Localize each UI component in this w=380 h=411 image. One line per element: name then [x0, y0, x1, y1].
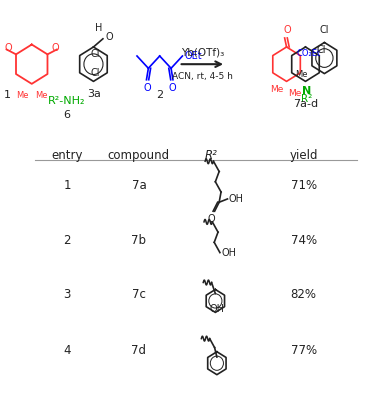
Text: Me: Me — [288, 89, 302, 98]
Text: 2: 2 — [156, 90, 163, 100]
Text: 7a: 7a — [131, 179, 146, 192]
Text: R²: R² — [301, 94, 312, 104]
Text: Cl: Cl — [91, 48, 100, 58]
Text: 3a: 3a — [87, 89, 101, 99]
Text: entry: entry — [51, 149, 83, 162]
Text: 7d: 7d — [131, 344, 146, 358]
Text: O: O — [283, 25, 291, 35]
Text: Me: Me — [35, 91, 48, 100]
Text: 3: 3 — [63, 288, 71, 301]
Text: O: O — [106, 32, 113, 42]
Text: O: O — [168, 83, 176, 93]
Text: yield: yield — [289, 149, 318, 162]
Text: compound: compound — [108, 149, 170, 162]
Text: Me: Me — [271, 85, 284, 95]
Text: N: N — [302, 86, 311, 96]
Text: 77%: 77% — [291, 344, 317, 358]
Text: OH: OH — [229, 194, 244, 204]
Text: ACN, rt, 4-5 h: ACN, rt, 4-5 h — [172, 72, 233, 81]
Text: 82%: 82% — [291, 288, 317, 301]
Text: H: H — [95, 23, 103, 32]
Text: OH: OH — [222, 248, 237, 259]
Text: R²-NH₂: R²-NH₂ — [48, 96, 86, 106]
Text: 6: 6 — [63, 111, 70, 120]
Text: Me: Me — [296, 70, 308, 79]
Text: 7b: 7b — [131, 234, 146, 247]
Text: Cl: Cl — [91, 68, 100, 78]
Text: Me: Me — [16, 91, 28, 100]
Text: 71%: 71% — [291, 179, 317, 192]
Text: 7c: 7c — [132, 288, 146, 301]
Text: OEt: OEt — [184, 51, 202, 61]
Text: O: O — [5, 43, 12, 53]
Text: O: O — [207, 214, 215, 224]
Text: 74%: 74% — [291, 234, 317, 247]
Text: O: O — [144, 83, 151, 93]
Text: OH: OH — [209, 304, 224, 314]
Text: R²: R² — [204, 149, 217, 162]
Text: Yb(OTf)₃: Yb(OTf)₃ — [181, 47, 224, 57]
Text: O: O — [51, 43, 59, 53]
Text: 1: 1 — [63, 179, 71, 192]
Text: 1: 1 — [4, 90, 11, 100]
Text: CO₂Et: CO₂Et — [296, 49, 320, 58]
Text: 4: 4 — [63, 344, 71, 358]
Text: Cl: Cl — [317, 45, 326, 55]
Text: 2: 2 — [63, 234, 71, 247]
Text: 7a-d: 7a-d — [293, 99, 318, 109]
Text: Cl: Cl — [320, 25, 329, 35]
